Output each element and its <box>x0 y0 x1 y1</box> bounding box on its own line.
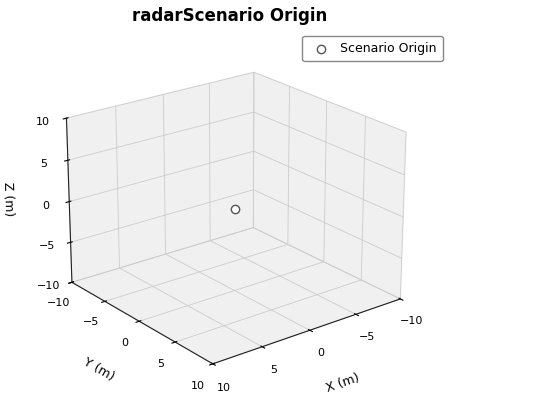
X-axis label: X (m): X (m) <box>324 371 361 395</box>
Y-axis label: Y (m): Y (m) <box>81 355 116 383</box>
Legend: Scenario Origin: Scenario Origin <box>302 36 442 61</box>
Title: radarScenario Origin: radarScenario Origin <box>132 7 327 25</box>
